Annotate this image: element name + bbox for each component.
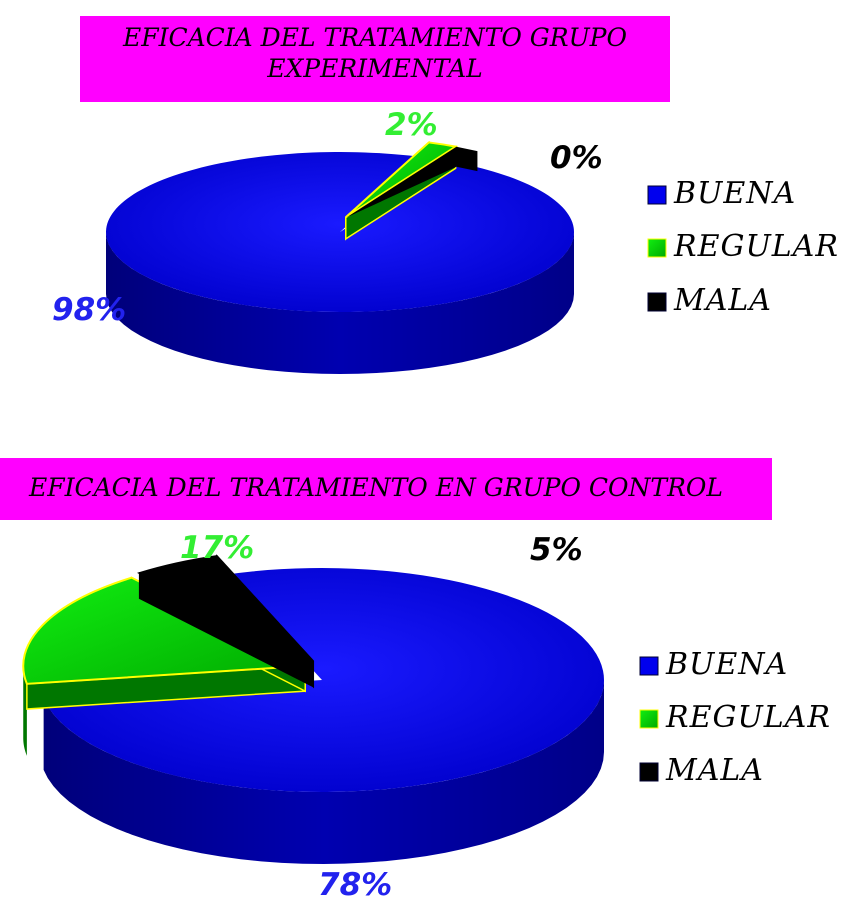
chart2-legend: BUENA REGULAR MALA <box>639 647 831 788</box>
chart2-label-mala: 5% <box>530 532 583 568</box>
chart1-label-buena: 98% <box>52 292 126 328</box>
chart1-legend-label-mala: MALA <box>673 283 772 318</box>
chart2-legend-label-buena: BUENA <box>665 647 788 682</box>
chart2-legend-label-regular: REGULAR <box>665 700 831 735</box>
chart1-label-regular: 2% <box>385 107 438 143</box>
chart1-legend-swatch-buena <box>647 185 667 205</box>
chart1-legend-swatch-regular <box>647 238 667 258</box>
chart1-legend-label-buena: BUENA <box>673 176 796 211</box>
chart1-legend-swatch-mala <box>647 292 667 312</box>
chart2-label-buena: 78% <box>318 867 392 903</box>
chart1-legend-label-regular: REGULAR <box>673 229 839 264</box>
chart2-title: EFICACIA DEL TRATAMIENTO EN GRUPO CONTRO… <box>0 458 772 520</box>
chart1-legend: BUENA REGULAR MALA <box>647 176 839 318</box>
chart2-legend-swatch-regular <box>639 709 659 729</box>
chart2-legend-label-mala: MALA <box>665 753 764 788</box>
chart2-label-regular: 17% <box>180 530 254 566</box>
chart2-legend-swatch-buena <box>639 656 659 676</box>
chart2-slice-buena <box>43 568 605 864</box>
chart1-slice-buena <box>106 151 575 374</box>
chart1-pie: 98% 2% 0% BUENA REGULAR MALA <box>52 107 839 374</box>
chart1-label-mala: 0% <box>550 140 603 176</box>
chart1-title: EFICACIA DEL TRATAMIENTO GRUPO EXPERIMEN… <box>80 16 670 102</box>
chart2-slice-mala <box>137 554 315 689</box>
chart2-pie: 78% 17% 5% BUENA REGULAR MALA <box>22 530 831 903</box>
chart2-legend-swatch-mala <box>639 762 659 782</box>
chart1-slice-mala <box>346 146 478 218</box>
